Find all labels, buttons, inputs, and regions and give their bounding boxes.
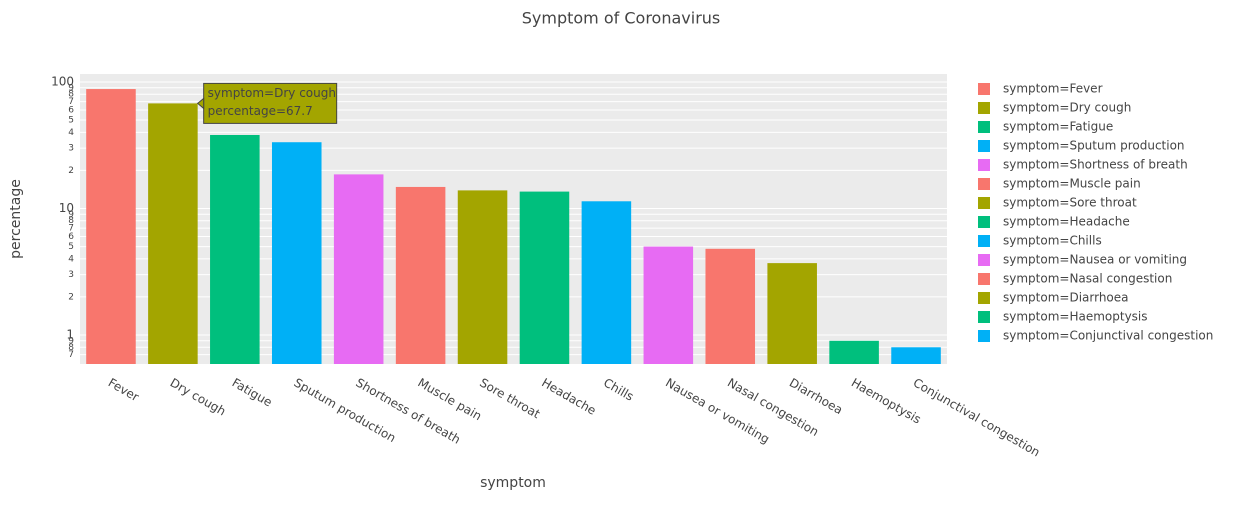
legend-swatch [978, 121, 990, 133]
legend-label: symptom=Sore throat [1003, 196, 1137, 210]
y-tick-label: 2 [68, 166, 74, 176]
y-axis-title: percentage [8, 179, 24, 259]
legend-label: symptom=Muscle pain [1003, 177, 1141, 191]
y-tick-label: 5 [68, 242, 74, 252]
y-tick-label: 10 [59, 201, 74, 215]
legend-swatch [978, 311, 990, 323]
y-tick-label: 7 [68, 350, 74, 360]
legend-label: symptom=Sputum production [1003, 139, 1185, 153]
y-tick-label: 9 [68, 83, 74, 93]
bar [271, 142, 322, 364]
y-tick-label: 8 [68, 90, 74, 100]
x-tick-label: Sore throat [477, 376, 542, 422]
legend-label: symptom=Haemoptysis [1003, 310, 1148, 324]
legend-swatch [978, 330, 990, 342]
y-tick-label: 4 [68, 254, 74, 264]
chart-title: Symptom of Coronavirus [522, 9, 721, 28]
legend-swatch [978, 254, 990, 266]
x-tick-label: Fatigue [230, 376, 275, 410]
x-axis-title: symptom [480, 475, 546, 491]
legend-label: symptom=Nasal congestion [1003, 272, 1172, 286]
tooltip-pointer [196, 97, 205, 110]
bar [457, 190, 508, 364]
legend-swatch [978, 83, 990, 95]
y-tick-label: 2 [68, 292, 74, 302]
bar [210, 134, 260, 364]
legend-swatch [978, 102, 990, 114]
legend-label: symptom=Conjunctival congestion [1003, 329, 1213, 343]
bar [519, 191, 570, 364]
legend-label: symptom=Fatigue [1003, 120, 1113, 134]
x-tick-label: Nausea or vomiting [663, 376, 772, 447]
y-tick-label: 8 [68, 343, 74, 353]
bar [767, 263, 817, 364]
legend-label: symptom=Shortness of breath [1003, 158, 1188, 172]
x-tick-label: Sputum production [292, 376, 399, 446]
y-tick-label: 100 [51, 74, 74, 88]
legend-swatch [978, 292, 990, 304]
legend-swatch [978, 159, 990, 171]
bar [891, 347, 941, 364]
y-tick-label: 9 [68, 210, 74, 220]
legend-label: symptom=Nausea or vomiting [1003, 253, 1187, 267]
y-tick-label: 7 [68, 224, 74, 234]
x-tick-label: Shortness of breath [353, 376, 462, 447]
legend-label: symptom=Fever [1003, 82, 1103, 96]
y-tick-label: 8 [68, 216, 74, 226]
legend-swatch [978, 197, 990, 209]
legend-swatch [978, 235, 990, 247]
bar [829, 340, 879, 364]
legend-label: symptom=Chills [1003, 234, 1102, 248]
y-tick-label: 5 [68, 116, 74, 126]
bar [395, 186, 446, 364]
y-tick-label: 3 [68, 270, 74, 280]
legend-swatch [978, 273, 990, 285]
y-tick-label: 1 [66, 328, 74, 342]
y-tick-label: 6 [68, 232, 74, 242]
y-tick-label: 9 [68, 336, 74, 346]
legend-swatch [978, 178, 990, 190]
bar [705, 248, 756, 364]
y-tick-label: 6 [68, 106, 74, 116]
x-tick-label: Conjunctival congestion [911, 376, 1043, 460]
tooltip-text: percentage=67.7 [208, 104, 313, 118]
tooltip-text: symptom=Dry cough [208, 86, 336, 100]
legend-label: symptom=Dry cough [1003, 101, 1131, 115]
y-tick-label: 4 [68, 128, 74, 138]
x-tick-label: Dry cough [168, 376, 229, 419]
bar [643, 246, 694, 364]
legend-label: symptom=Headache [1003, 215, 1130, 229]
y-tick-label: 7 [68, 97, 74, 107]
legend-label: symptom=Diarrhoea [1003, 291, 1129, 305]
x-tick-label: Fever [106, 376, 142, 405]
bar [581, 201, 632, 364]
legend-swatch [978, 216, 990, 228]
legend-swatch [978, 140, 990, 152]
bar [86, 89, 136, 364]
bar [148, 103, 198, 364]
bar [333, 174, 384, 364]
x-tick-label: Diarrhoea [787, 376, 845, 418]
y-tick-label: 3 [68, 144, 74, 154]
x-tick-label: Chills [601, 376, 636, 404]
x-tick-label: Headache [539, 376, 598, 418]
